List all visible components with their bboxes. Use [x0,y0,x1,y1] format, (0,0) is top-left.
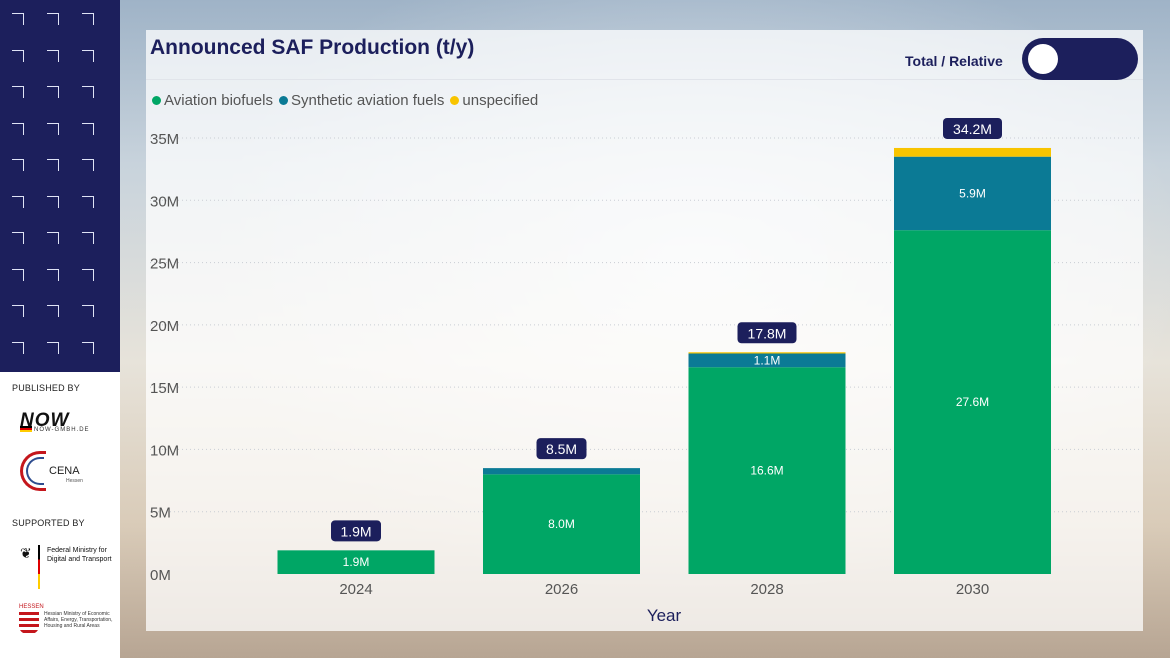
corner-mark-icon [82,341,94,354]
title-divider [146,79,1143,80]
bar-data-label: 1.9M [343,555,370,569]
y-tick-label: 25M [150,256,179,273]
corner-mark-icon [82,268,94,281]
bmdv-logo[interactable]: Federal Ministry for Digital and Transpo… [47,547,112,563]
corner-mark-icon [82,122,94,135]
hessen-ministry-logo[interactable]: Hessian Ministry of Economic Affairs, En… [44,611,113,629]
corner-mark-icon [47,86,59,98]
toggle-knob[interactable] [1028,44,1058,74]
cena-logo-sub: Hessen [66,478,83,484]
bar-data-label: 5.9M [959,186,986,200]
hessen-label: HESSEN [19,604,44,610]
bar-segment [688,367,846,574]
corner-mark-icon [12,268,24,281]
corner-mark-icon [47,13,59,25]
corner-mark-icon [47,305,59,317]
legend-label: Synthetic aviation fuels [290,92,445,109]
cena-logo-icon [20,451,46,491]
cena-logo-icon-inner [26,457,44,485]
total-label: 34.2M [953,121,992,137]
corner-mark-icon [82,232,94,244]
corner-mark-icon [47,232,59,244]
corner-mark-icon [82,159,94,171]
federal-eagle-icon: ❦ [20,545,32,561]
corner-mark-icon [47,195,59,208]
chart-legend: Aviation biofuels Synthetic aviation fuel… [152,92,538,109]
now-logo[interactable]: NOW [20,410,70,431]
corner-mark-icon [47,159,59,171]
sidebar-logos [0,372,120,658]
sidebar-decoration [0,0,120,372]
y-tick-label: 35M [150,131,179,148]
corner-mark-icon [82,86,94,98]
chart-title: Announced SAF Production (t/y) [150,36,475,59]
total-label-badge [737,322,797,344]
toggle-label: Total / Relative [905,53,1003,69]
bar-segment [894,230,1051,574]
published-by-label: PUBLISHED BY [12,383,80,393]
bar-segment [483,474,640,574]
bar-segment [688,352,846,354]
legend-item[interactable]: Synthetic aviation fuels [278,92,445,109]
total-label: 8.5M [546,441,577,457]
legend-item[interactable]: Aviation biofuels [152,92,273,109]
x-tick-label: 2028 [750,581,783,598]
bar-segment [894,147,1051,157]
y-tick-label: 0M [150,567,171,584]
total-label: 17.8M [748,325,787,341]
corner-mark-icon [47,122,59,135]
corner-mark-icon [12,122,24,135]
bar-segment [894,156,1051,231]
cena-logo[interactable]: CENA [49,465,80,477]
now-logo-flag [20,426,32,432]
bar-segment [277,550,435,574]
bar-segment [688,353,846,368]
legend-item[interactable]: unspecified [450,92,538,109]
x-axis-title: Year [647,606,682,625]
y-tick-label: 20M [150,318,179,335]
legend-label: Aviation biofuels [164,92,273,109]
corner-mark-icon [47,49,59,62]
corner-mark-icon [12,159,24,171]
total-label-badge [331,520,381,542]
corner-mark-icon [47,268,59,281]
now-logo-url: NOW-GMBH.DE [34,427,90,433]
total-label-badge [943,117,1002,139]
y-tick-label: 15M [150,380,179,397]
corner-mark-icon [12,305,24,317]
supported-by-label: SUPPORTED BY [12,518,85,528]
corner-mark-icon [82,305,94,317]
y-tick-label: 10M [150,442,179,459]
legend-label: unspecified [462,92,539,109]
legend-dot-icon [278,96,288,105]
corner-mark-icon [82,49,94,62]
bar-data-label: 8.0M [548,517,575,531]
corner-mark-icon [82,195,94,208]
german-flag-bar [38,545,40,589]
bar-data-label: 1.1M [754,353,781,367]
x-tick-label: 2030 [956,581,989,598]
hessen-lion-icon [19,612,39,634]
legend-dot-icon [152,96,161,105]
corner-mark-icon [12,49,24,62]
bar-data-label: 27.6M [956,395,989,409]
legend-dot-icon [450,96,460,105]
x-tick-label: 2024 [339,581,372,598]
bar-data-label: 16.6M [750,464,783,478]
y-tick-label: 30M [150,193,179,210]
total-relative-toggle[interactable] [1022,38,1138,80]
corner-mark-icon [12,86,24,98]
y-tick-label: 5M [150,505,171,522]
corner-mark-icon [12,195,24,208]
corner-mark-icon [12,232,24,244]
total-label: 1.9M [340,523,371,539]
corner-mark-icon [82,13,94,25]
corner-mark-icon [12,341,24,354]
corner-mark-icon [12,13,24,25]
total-label-badge [536,438,587,460]
bar-segment [483,468,640,475]
x-tick-label: 2026 [545,581,578,598]
corner-mark-icon [47,341,59,354]
